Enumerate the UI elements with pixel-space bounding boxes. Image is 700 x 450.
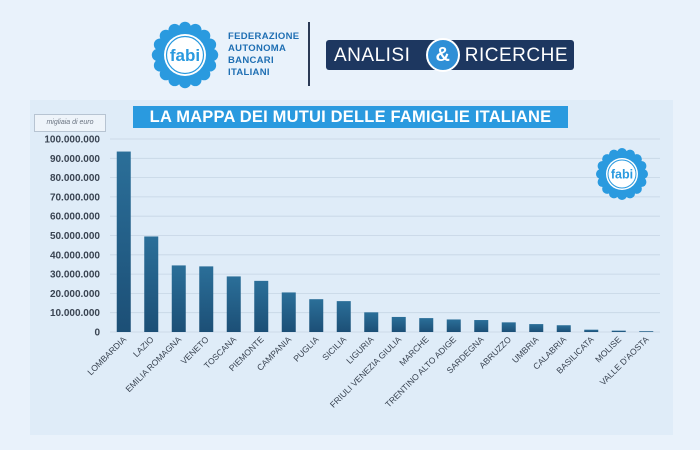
bar <box>501 322 516 332</box>
bar <box>171 265 186 332</box>
fabi-logo-icon: fabi <box>151 21 219 89</box>
analisi-ricerche-banner: ANALISI & RICERCHE <box>326 38 574 72</box>
bar <box>254 280 269 332</box>
bar <box>474 320 489 332</box>
y-tick-label: 80.000.000 <box>50 173 100 184</box>
header: fabi FEDERAZIONE AUTONOMA BANCARI ITALIA… <box>0 0 700 100</box>
logo-small-text: fabi <box>611 168 633 182</box>
x-tick-label: PUGLIA <box>291 334 321 364</box>
bar <box>584 329 599 332</box>
bar <box>199 266 214 332</box>
y-tick-label: 0 <box>94 328 100 339</box>
bar <box>611 330 626 332</box>
y-tick-label: 40.000.000 <box>50 250 100 261</box>
bar <box>446 319 461 332</box>
chart-title: LA MAPPA DEI MUTUI DELLE FAMIGLIE ITALIA… <box>133 106 568 128</box>
bar <box>309 299 324 332</box>
bar <box>116 151 131 332</box>
bar <box>639 331 654 332</box>
y-tick-label: 90.000.000 <box>50 154 100 165</box>
bar <box>281 292 296 332</box>
bar <box>391 316 406 332</box>
bar <box>419 318 434 332</box>
y-tick-label: 20.000.000 <box>50 289 100 300</box>
chart-panel <box>30 100 673 435</box>
x-tick-label: LAZIO <box>131 334 156 359</box>
y-tick-label: 70.000.000 <box>50 192 100 203</box>
bar <box>529 324 544 332</box>
ampersand-badge: & <box>426 38 460 72</box>
header-divider <box>308 22 310 86</box>
unit-label: migliaia di euro <box>34 114 106 132</box>
y-tick-label: 100.000.000 <box>44 135 100 146</box>
bar <box>336 301 351 332</box>
analisi-text: ANALISI <box>334 45 411 66</box>
bar <box>556 325 571 332</box>
federation-line: ITALIANI <box>228 67 270 78</box>
y-tick-label: 50.000.000 <box>50 231 100 242</box>
logo-text: fabi <box>170 46 200 65</box>
x-tick-label: VALLE D'AOSTA <box>598 334 651 387</box>
bar <box>364 312 379 332</box>
y-tick-label: 60.000.000 <box>50 212 100 223</box>
fabi-logo-small-icon: fabi <box>596 148 648 200</box>
federation-line: BANCARI <box>228 55 274 66</box>
y-tick-label: 30.000.000 <box>50 270 100 281</box>
ricerche-text: RICERCHE <box>464 45 568 66</box>
bar <box>226 276 241 332</box>
federation-line: FEDERAZIONE <box>228 31 300 42</box>
bar <box>144 236 159 332</box>
federation-line: AUTONOMA <box>228 43 287 54</box>
x-tick-label: LOMBARDIA <box>85 334 128 377</box>
federation-name: FEDERAZIONE AUTONOMA BANCARI ITALIANI <box>228 31 299 79</box>
y-tick-label: 10.000.000 <box>50 308 100 319</box>
